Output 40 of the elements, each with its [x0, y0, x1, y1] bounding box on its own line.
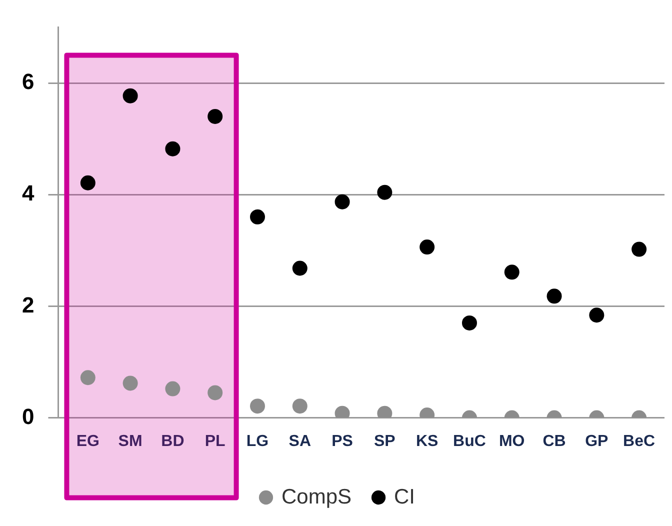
- point: [122, 88, 138, 104]
- point: [165, 381, 180, 396]
- point: [546, 288, 562, 304]
- point: [165, 141, 180, 156]
- x-tick-label: SP: [374, 432, 396, 450]
- point: [632, 242, 647, 257]
- legend-label: CompS: [281, 485, 352, 508]
- point: [208, 108, 223, 124]
- point: [208, 385, 223, 400]
- point: [292, 260, 308, 276]
- point: [420, 240, 435, 255]
- point: [334, 194, 350, 210]
- y-tick-label: 2: [22, 292, 34, 318]
- x-tick-label: LG: [246, 432, 269, 450]
- x-tick-label: GP: [585, 432, 609, 450]
- x-tick-label: SM: [118, 432, 142, 450]
- y-tick-label: 0: [22, 404, 34, 429]
- point: [504, 264, 520, 280]
- legend-label: CI: [394, 485, 416, 508]
- point: [250, 398, 265, 414]
- x-tick-label: PS: [332, 432, 354, 450]
- point: [122, 376, 138, 391]
- point: [80, 370, 96, 386]
- x-tick-label: SA: [288, 432, 312, 450]
- x-tick-label: CB: [542, 432, 566, 450]
- point: [589, 308, 604, 323]
- x-tick-label: MO: [498, 432, 525, 450]
- y-tick-label: 4: [22, 180, 35, 206]
- x-tick-label: BuC: [453, 432, 486, 450]
- x-tick-label: BeC: [623, 432, 656, 450]
- x-tick-label: KS: [416, 432, 439, 450]
- point: [462, 315, 477, 330]
- point: [80, 175, 96, 190]
- x-tick-label: PL: [204, 432, 226, 450]
- x-tick-label: BD: [161, 432, 184, 450]
- point: [377, 184, 392, 200]
- y-tick-label: 6: [22, 69, 34, 94]
- x-tick-label: EG: [76, 432, 100, 450]
- point: [250, 209, 265, 224]
- point: [292, 398, 308, 414]
